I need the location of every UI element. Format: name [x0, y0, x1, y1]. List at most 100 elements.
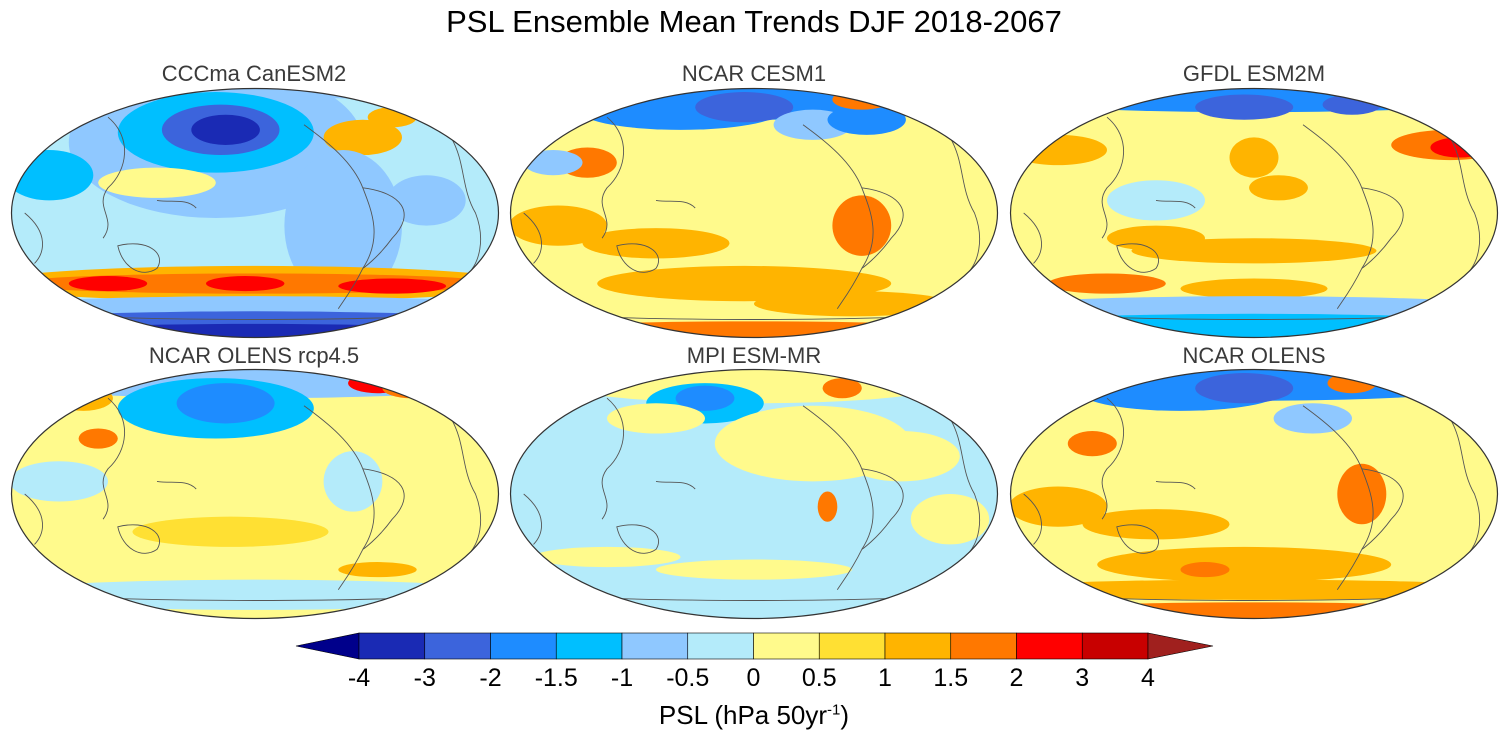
colorbar-tick-label: -3: [413, 664, 436, 692]
colorbar-swatch: [490, 632, 557, 660]
coastline: [1023, 212, 1042, 264]
colorbar-tick-label: 1.5: [933, 664, 969, 692]
coastline: [102, 397, 125, 520]
coastline: [616, 243, 659, 273]
trend-contour: [1010, 579, 1498, 600]
trend-contour: [284, 150, 403, 302]
coastline: [24, 493, 43, 545]
map-olens45: [10, 368, 500, 620]
coastline: [1155, 480, 1196, 490]
trend-contour: [842, 431, 960, 482]
trend-contour: [940, 162, 990, 264]
panel-title-canesm2: CCCma CanESM2: [161, 61, 347, 86]
panel-title-mpi: MPI ESM-MR: [686, 343, 822, 368]
coastline: [362, 468, 405, 550]
trend-contour: [338, 278, 447, 294]
coastline: [450, 418, 482, 558]
trend-contour: [510, 205, 607, 246]
colorbar-tick-label: 1: [878, 664, 892, 692]
coastline: [156, 199, 197, 209]
colorbar-swatch: [1081, 632, 1149, 660]
trend-contour: [1249, 175, 1308, 201]
colorbar-tick-label: -0.5: [666, 664, 710, 692]
trend-contour: [1107, 180, 1205, 221]
colorbar-tick-label: 2: [1009, 664, 1024, 692]
trend-contour: [827, 104, 906, 135]
coastline: [117, 524, 160, 554]
coastline: [1155, 199, 1196, 209]
map-outline: [10, 368, 500, 620]
map-gfdl: [1009, 87, 1499, 339]
trend-contour: [1082, 509, 1230, 540]
colorbar-tick-label: 0: [746, 664, 761, 692]
panel-title-olens45: NCAR OLENS rcp4.5: [148, 343, 360, 368]
trend-contour: [1337, 463, 1387, 525]
coastline: [616, 524, 659, 554]
colorbar-swatch: [687, 632, 754, 660]
map-outline: [509, 368, 999, 620]
colorbar: [295, 632, 1214, 660]
trend-contour: [832, 195, 892, 256]
trend-contour: [1195, 94, 1294, 120]
coastline: [655, 199, 696, 209]
coastline: [1449, 137, 1481, 277]
trend-contour: [98, 167, 216, 198]
colorbar-tick-label: -1.5: [534, 664, 578, 692]
coastline: [1101, 116, 1124, 239]
coastline: [24, 212, 43, 264]
trend-contour: [817, 491, 838, 522]
trend-contour: [338, 562, 417, 578]
trend-contour: [206, 276, 285, 292]
coastline: [1302, 405, 1374, 591]
coastline: [102, 116, 125, 239]
coastline: [655, 480, 696, 490]
coastline: [1449, 418, 1481, 558]
trend-contour: [533, 546, 681, 568]
trend-contour: [323, 451, 383, 512]
coastline: [1116, 243, 1159, 273]
trend-contour: [582, 228, 730, 259]
trend-contour: [1229, 137, 1279, 178]
coastline: [949, 418, 981, 558]
panel-title-cesm1: NCAR CESM1: [681, 61, 827, 86]
trend-contour: [387, 175, 466, 226]
colorbar-tick-label: 3: [1075, 664, 1090, 692]
colorbar-swatch: [621, 632, 689, 660]
map-olens: [1009, 368, 1499, 620]
trend-contour: [323, 119, 402, 156]
trend-contour: [822, 378, 862, 399]
colorbar-swatch: [358, 632, 426, 660]
panel-title-gfdl: GFDL ESM2M: [1182, 61, 1326, 86]
coastline: [523, 212, 542, 264]
colorbar-arrow-left: [295, 632, 360, 660]
trend-contour: [1010, 486, 1107, 527]
map-outline: [509, 87, 999, 339]
colorbar-tick-label: -2: [479, 664, 502, 692]
panel-title-olens: NCAR OLENS: [1182, 343, 1326, 368]
coastline: [1302, 124, 1374, 310]
trend-contour: [1097, 546, 1392, 583]
trend-contour: [1195, 373, 1294, 404]
trend-contour: [523, 150, 583, 176]
colorbar-swatch: [753, 632, 820, 660]
colorbar-swatch: [884, 632, 952, 660]
coastline: [1023, 493, 1042, 545]
map-cesm1: [509, 87, 999, 339]
map-mpi: [509, 368, 999, 620]
coastline: [802, 124, 874, 310]
trend-contour: [910, 494, 990, 545]
trend-contour: [1180, 278, 1328, 299]
trend-contour: [754, 291, 950, 317]
map-outline: [1009, 87, 1499, 339]
coastline: [156, 480, 197, 490]
coastline: [303, 124, 375, 310]
trend-contour: [68, 276, 148, 292]
coastline: [362, 187, 405, 269]
coastline: [1101, 397, 1124, 520]
trend-contour: [675, 385, 735, 411]
trend-contour: [176, 383, 275, 424]
trend-contour: [1273, 403, 1352, 434]
trend-contour: [11, 461, 108, 502]
trend-contour: [1067, 431, 1117, 457]
trend-contour: [1048, 273, 1166, 294]
